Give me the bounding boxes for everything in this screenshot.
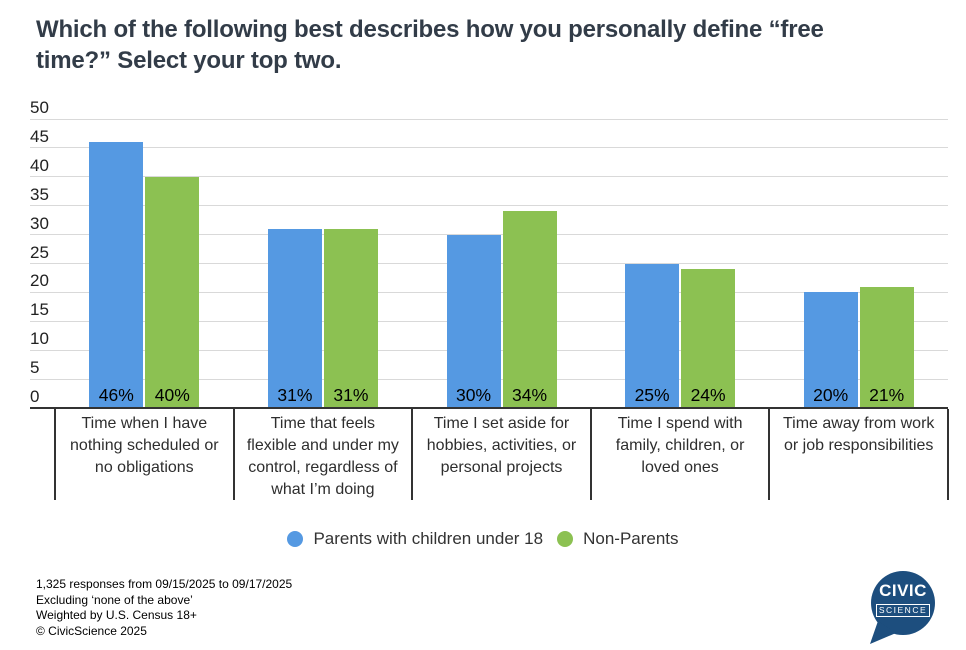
y-axis-tick-label: 40 bbox=[30, 155, 49, 175]
legend-label: Parents with children under 18 bbox=[313, 529, 544, 548]
y-axis-tick-label: 0 bbox=[30, 387, 40, 406]
bar-value-label: 31% bbox=[333, 384, 369, 405]
y-axis-tick-label: 45 bbox=[30, 126, 49, 146]
bar-series-1-cat-1: 31% bbox=[323, 228, 378, 408]
logo-bubble bbox=[870, 571, 935, 644]
category-divider bbox=[232, 409, 235, 500]
category-divider bbox=[589, 409, 592, 500]
footer-line: © CivicScience 2025 bbox=[36, 623, 147, 638]
logo-science-label: SCIENCE bbox=[875, 604, 931, 617]
category-label: Time I spend with family, children, or l… bbox=[615, 415, 745, 476]
logo-bubble-tail bbox=[870, 621, 896, 644]
footer-line: 1,325 responses from 09/15/2025 to 09/17… bbox=[36, 577, 293, 591]
legend-item-1: Non-Parents bbox=[557, 529, 679, 549]
bar-series-1-cat-4: 21% bbox=[859, 286, 914, 408]
gridline bbox=[30, 147, 948, 149]
logo-civic-label: CIVIC bbox=[879, 581, 927, 600]
footer-notes: 1,325 responses from 09/15/2025 to 09/17… bbox=[36, 577, 292, 639]
logo-text: CIVIC SCIENCE bbox=[866, 582, 940, 618]
category-divider bbox=[411, 409, 414, 500]
bar-series-0-cat-4: 20% bbox=[803, 292, 858, 408]
bar-value-label: 25% bbox=[634, 385, 670, 405]
category-label: Time I set aside for hobbies, activities… bbox=[426, 415, 577, 476]
bar-series-0-cat-3: 25% bbox=[625, 263, 680, 408]
legend-dot bbox=[557, 531, 574, 547]
category-label: Time when I have nothing scheduled or no… bbox=[70, 415, 219, 476]
bar-series-1-cat-0: 40% bbox=[145, 176, 200, 408]
gridline bbox=[30, 118, 948, 120]
category-label: Time away from work or job responsibilit… bbox=[782, 415, 935, 454]
bar-value-label: 40% bbox=[154, 384, 190, 405]
bar-series-0-cat-1: 31% bbox=[267, 228, 322, 408]
bar-value-label: 24% bbox=[690, 384, 726, 405]
bar-value-label: 20% bbox=[813, 384, 849, 405]
category-label: Time that feels flexible and under my co… bbox=[246, 415, 399, 498]
legend-label: Non-Parents bbox=[583, 529, 679, 548]
bar-series-1-cat-3: 24% bbox=[681, 269, 736, 408]
chart-title: Which of the following best describes ho… bbox=[36, 16, 824, 74]
civicscience-logo: CIVIC SCIENCE bbox=[866, 569, 940, 647]
y-axis-tick-label: 5 bbox=[30, 358, 40, 378]
x-axis-line bbox=[30, 407, 948, 409]
y-axis-tick-label: 20 bbox=[30, 271, 49, 291]
bar-value-label: 34% bbox=[511, 384, 548, 405]
legend-item-0: Parents with children under 18 bbox=[287, 529, 543, 549]
footer-line: Weighted by U.S. Census 18+ bbox=[36, 608, 197, 622]
y-axis-tick-label: 30 bbox=[30, 213, 49, 233]
bar-value-label: 21% bbox=[869, 384, 905, 405]
logo-bubble-shape bbox=[871, 571, 935, 635]
bar-series-0-cat-2: 30% bbox=[446, 234, 501, 408]
category-divider bbox=[768, 409, 771, 500]
legend: Parents with children under 18 Non-Parent… bbox=[0, 529, 966, 549]
legend-dot bbox=[287, 531, 304, 547]
y-axis-tick-label: 35 bbox=[30, 184, 49, 204]
gridline bbox=[30, 205, 948, 207]
bar-value-label: 46% bbox=[98, 384, 134, 405]
gridline bbox=[30, 176, 948, 178]
y-axis-tick-label: 10 bbox=[30, 329, 49, 349]
category-divider bbox=[947, 409, 949, 500]
y-axis-tick-label: 50 bbox=[30, 98, 49, 117]
footer-line: Excluding ‘none of the above’ bbox=[36, 592, 193, 607]
bar-value-label: 30% bbox=[455, 384, 492, 405]
y-axis-tick-label: 15 bbox=[30, 300, 49, 320]
category-divider bbox=[54, 409, 56, 500]
bar-series-0-cat-0: 46% bbox=[89, 142, 144, 408]
bar-series-1-cat-2: 34% bbox=[502, 211, 557, 408]
y-axis-tick-label: 25 bbox=[30, 242, 49, 262]
bar-value-label: 31% bbox=[277, 384, 313, 405]
